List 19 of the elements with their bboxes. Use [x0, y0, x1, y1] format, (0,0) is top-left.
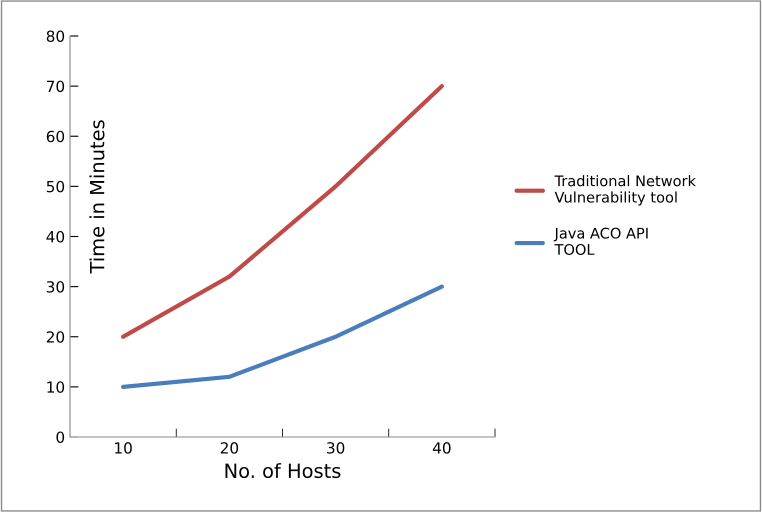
x-tick-label: 20	[220, 442, 238, 454]
x-tick-label: 40	[432, 442, 451, 454]
legend-label: Java ACO API TOOL	[554, 228, 648, 256]
y-tick-label: 70	[46, 80, 64, 92]
x-tick-label: 30	[327, 442, 344, 454]
y-tick-label: 80	[46, 30, 64, 42]
y-axis-title: Time in Minutes	[89, 120, 104, 274]
y-tick-label: 50	[46, 180, 64, 192]
y-tick-label: 10	[47, 381, 64, 393]
y-tick-label: 20	[46, 331, 64, 343]
x-tick-label: 10	[115, 442, 132, 454]
line-series	[121, 84, 444, 339]
y-tick-label: 0	[56, 431, 64, 444]
y-tick-label: 40	[46, 230, 64, 243]
line-series	[121, 284, 444, 389]
y-tick-label: 60	[46, 130, 64, 142]
x-axis-title: No. of Hosts	[226, 463, 340, 478]
legend-label: Traditional Network Vulnerability tool	[554, 175, 696, 206]
y-tick-label: 30	[46, 281, 64, 293]
